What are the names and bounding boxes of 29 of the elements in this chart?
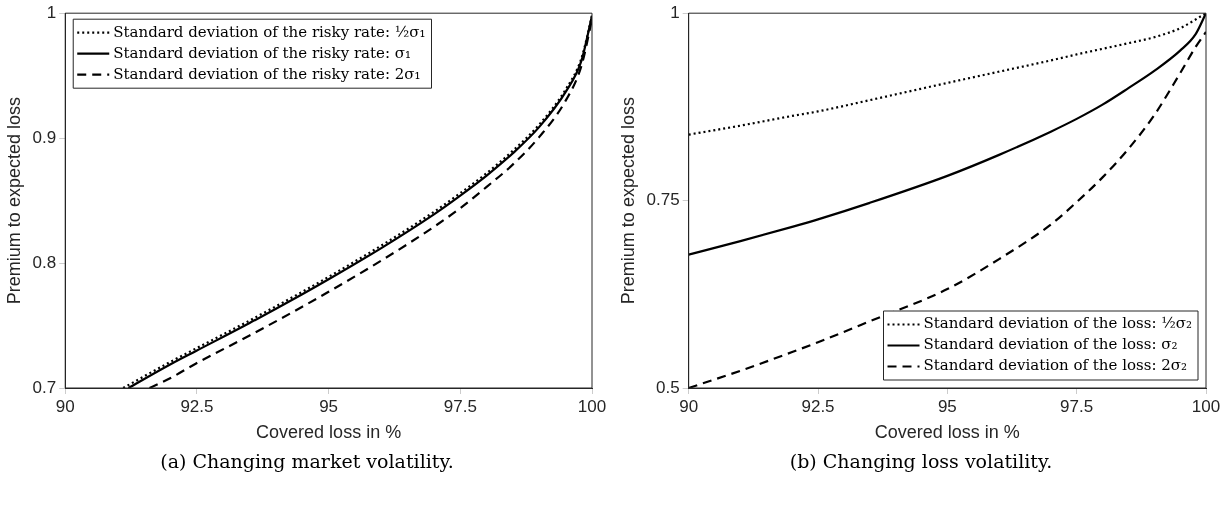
x-tick-label: 92.5	[180, 396, 214, 416]
y-tick-label: 0.5	[656, 377, 680, 397]
x-tick-label: 95	[937, 396, 957, 416]
y-tick-label: 0.9	[32, 127, 57, 147]
legend-label: Standard deviation of the loss: σ₂	[923, 335, 1178, 354]
y-tick-label: 0.7	[32, 377, 57, 397]
legend-label: Standard deviation of the loss: 2σ₂	[923, 356, 1188, 375]
y-tick-label: 0.8	[32, 252, 57, 272]
y-tick-label: 1	[670, 2, 680, 22]
y-axis-title: Premium to expected loss	[617, 97, 638, 305]
y-axis-title: Premium to expected loss	[3, 97, 24, 305]
x-tick-label: 100	[1191, 396, 1221, 416]
x-tick-label: 97.5	[1060, 396, 1094, 416]
y-tick-label: 1	[46, 2, 57, 22]
legend-label: Standard deviation of the risky rate: ½σ₁	[113, 22, 426, 41]
text: (b) Changing loss volatility.	[788, 450, 1054, 472]
x-tick-label: 100	[577, 396, 607, 416]
x-tick-label: 92.5	[801, 396, 835, 416]
legend-label: Standard deviation of the risky rate: 2σ₁	[113, 64, 421, 83]
x-tick-label: 95	[319, 396, 339, 416]
text: (a) Changing market volatility.	[159, 450, 455, 472]
legend-label: Standard deviation of the risky rate: σ₁	[113, 43, 411, 62]
x-axis-title: Covered loss in %	[874, 422, 1020, 443]
x-tick-label: 90	[679, 396, 699, 416]
x-axis-title: Covered loss in %	[256, 422, 402, 443]
x-tick-label: 97.5	[443, 396, 477, 416]
x-tick-label: 90	[55, 396, 75, 416]
y-tick-label: 0.75	[646, 190, 680, 210]
legend-label: Standard deviation of the loss: ½σ₂	[923, 314, 1193, 333]
